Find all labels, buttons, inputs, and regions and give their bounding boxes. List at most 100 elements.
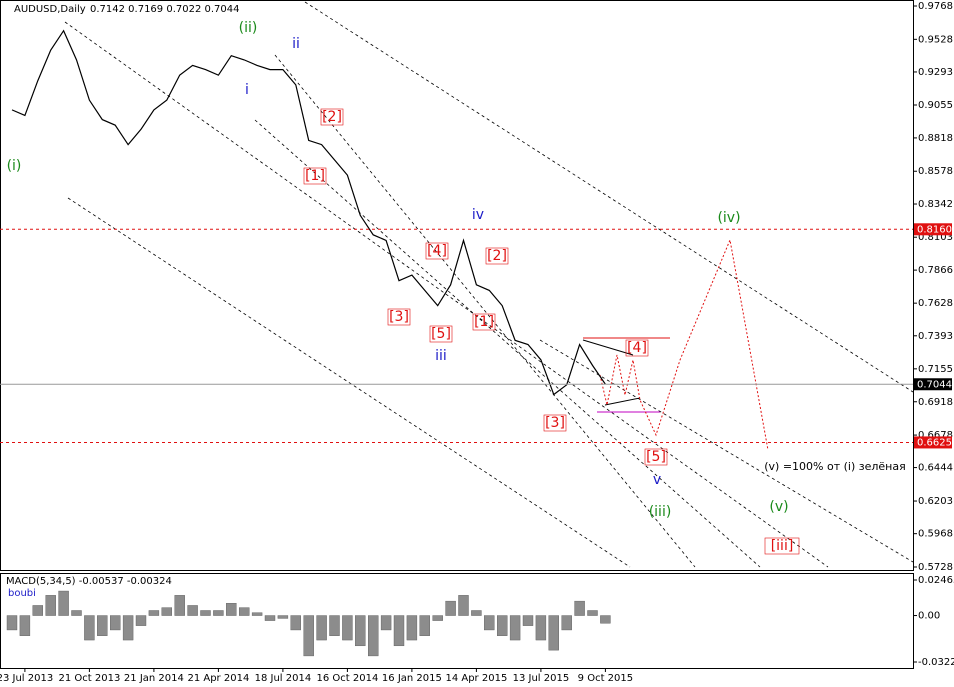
macd-bar: [445, 600, 456, 616]
x-tick-label: 13 Jul 2015: [513, 673, 570, 684]
wave-label: [5]: [431, 326, 451, 342]
macd-bar: [497, 615, 508, 636]
wave-box: [387, 308, 411, 326]
wave-label: [4]: [627, 340, 647, 356]
macd-bar: [548, 615, 559, 651]
wave-label: [1]: [474, 314, 494, 330]
wave-box: [320, 108, 344, 126]
wave-label: i: [245, 82, 249, 98]
x-tick-label: 14 Apr 2015: [445, 673, 507, 684]
triangle: [582, 238, 769, 451]
x-tick-label: 21 Jan 2014: [124, 673, 184, 684]
y-tick-label: 0.7866: [918, 265, 953, 276]
macd-bar: [161, 607, 173, 616]
wave-box: [303, 167, 327, 185]
macd-bar: [71, 610, 82, 616]
wave-label: [2]: [487, 248, 507, 264]
macd-bar: [148, 610, 160, 616]
price-frame: [0, 0, 914, 571]
wave-box: [472, 313, 496, 331]
wave-label: [3]: [389, 309, 409, 325]
level-box: [914, 378, 952, 391]
wave-label: (iv): [717, 210, 740, 226]
macd-bar: [84, 615, 95, 641]
y-tick-label: 0.6918: [918, 397, 953, 408]
macd-bar: [19, 615, 31, 636]
wave-label: iii: [435, 348, 447, 364]
macd-bar: [187, 605, 198, 616]
macd-bar: [509, 615, 521, 641]
macd-bar: [406, 615, 418, 641]
macd-bar: [251, 612, 263, 616]
macd-bar: [535, 615, 547, 641]
macd-name: boubi: [8, 588, 36, 599]
level-label: 0.7044: [917, 379, 952, 390]
x-tick-label: 21 Apr 2014: [187, 673, 249, 684]
macd-bar: [303, 615, 314, 657]
x-tick-label: 23 Jul 2013: [0, 673, 53, 684]
macd-bar: [484, 615, 495, 631]
wave-labels: (ii)iii(i)[2][1]iv[4] [2][3][5]iii[1][4][…: [7, 20, 906, 555]
y-tick-label: 0.6444: [918, 463, 953, 474]
y-tick-label: 0.8103: [918, 232, 953, 243]
macd-bar: [135, 615, 147, 626]
wave-label: [1]: [305, 168, 325, 184]
level-box: [914, 436, 952, 449]
price-line: [11, 29, 606, 396]
macd-bar: [316, 615, 327, 641]
macd-bar: [368, 615, 379, 657]
macd-bar: [419, 615, 430, 636]
macd-title: MACD(5,34,5) -0.00537 -0.00324: [6, 576, 172, 587]
macd-bar: [226, 603, 237, 616]
macd-bar: [200, 610, 211, 616]
macd-bar: [342, 615, 353, 641]
level-label: 0.6625: [917, 437, 952, 448]
macd-bar: [574, 600, 585, 616]
y-tick-label: 0.5968: [918, 529, 953, 540]
macd-bar: [380, 615, 392, 631]
wave-box: [625, 339, 649, 357]
chart-title: AUDUSD,Daily: [14, 4, 86, 15]
wave-box: [543, 414, 567, 432]
x-tick-label: 18 Jul 2014: [255, 673, 312, 684]
y-tick-label: 0.7155: [918, 364, 953, 375]
wave-label: [iii]: [771, 538, 794, 554]
wave-label: [5]: [646, 449, 666, 465]
wave-box: [425, 242, 449, 260]
macd-bar: [432, 615, 443, 621]
macd-bar: [600, 615, 611, 624]
macd-bar: [109, 615, 121, 631]
macd-bar: [122, 615, 134, 641]
wave-label: v: [653, 472, 661, 488]
wave-label: (v): [769, 499, 788, 515]
macd-bar: [329, 615, 340, 636]
y-tick-label: 0.7628: [918, 298, 953, 309]
macd-bar: [238, 607, 250, 616]
wave-box: [429, 325, 453, 343]
wave-label: iv: [472, 207, 484, 223]
macd-bar: [6, 615, 18, 631]
wave-label: [3]: [545, 415, 565, 431]
level-box: [914, 223, 952, 236]
y-tick-label: 0.5728: [918, 562, 953, 573]
wave-label: (iii): [649, 504, 672, 520]
macd-bar: [355, 615, 366, 647]
macd-bar: [471, 610, 482, 616]
wave-box: [485, 247, 509, 265]
wave-label: [2]: [322, 109, 342, 125]
macd-bar: [58, 590, 69, 616]
macd-bar: [290, 615, 301, 631]
y-tick-label: 0.00: [918, 611, 940, 622]
macd-bar: [393, 615, 405, 647]
y-tick-label: 0.9768: [918, 1, 953, 12]
macd-bar: [174, 595, 185, 616]
wave-box: [644, 448, 668, 466]
macd-bar: [32, 605, 43, 616]
wave-label: [4]: [427, 243, 447, 259]
channels: [64, 1, 914, 568]
ohlc: 0.7142 0.7169 0.7022 0.7044: [90, 4, 240, 15]
x-tick-label: 21 Oct 2013: [58, 673, 120, 684]
macd-bar: [213, 610, 224, 616]
y-tick-label: 0.6678: [918, 430, 953, 441]
